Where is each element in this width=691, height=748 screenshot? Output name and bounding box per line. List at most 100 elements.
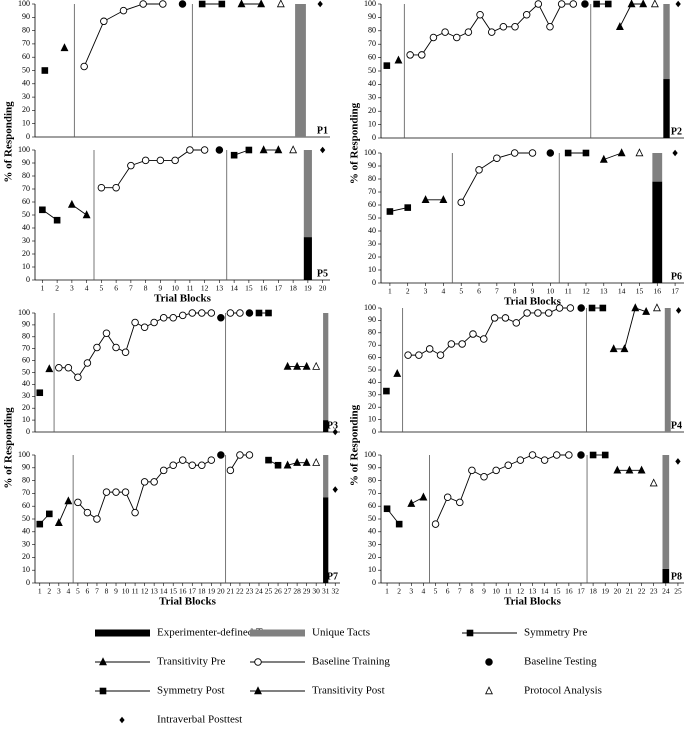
x-tick-label: 13: [216, 284, 224, 293]
legend-label: Symmetry Post: [157, 685, 225, 697]
y-tick-label: 90: [22, 463, 30, 472]
y-tick-label: 0: [26, 132, 30, 141]
marker-circle: [171, 156, 179, 165]
panel-label: P8: [671, 571, 682, 582]
x-tick-label: 22: [638, 587, 646, 596]
marker-circle: [453, 33, 461, 42]
marker-circle: [499, 23, 508, 31]
marker-triangle: [312, 457, 321, 466]
marker-circle: [207, 456, 216, 464]
bar: [662, 568, 670, 583]
x-tick-label: 8: [144, 284, 148, 293]
marker-circle: [581, 0, 589, 8]
marker-triangle: [99, 657, 107, 666]
y-tick-label: 80: [368, 328, 376, 337]
y-tick-label: 50: [368, 365, 376, 374]
bar: [662, 455, 670, 569]
panel-label: P1: [317, 125, 328, 136]
x-tick-label: 18: [198, 587, 206, 596]
x-tick-label: 23: [246, 587, 254, 596]
x-tick-label: 1: [385, 587, 389, 596]
x-tick-label: 9: [531, 287, 535, 296]
y-tick-label: 0: [372, 578, 376, 587]
y-tick-label: 60: [368, 52, 376, 61]
x-tick-label: 12: [141, 587, 149, 596]
x-tick-label: 11: [131, 587, 138, 596]
marker-square: [404, 204, 412, 211]
y-tick-label: 20: [22, 552, 30, 561]
x-tick-label: 2: [55, 284, 59, 293]
x-tick-label: 17: [577, 587, 585, 596]
marker-circle: [150, 478, 158, 486]
marker-triangle: [650, 0, 659, 8]
x-tick-label: 14: [618, 287, 626, 296]
marker-triangle: [64, 496, 73, 505]
marker-circle: [139, 0, 147, 8]
marker-triangle: [613, 465, 622, 474]
y-tick-label: 70: [22, 184, 30, 193]
y-tick-label: 10: [22, 415, 30, 424]
marker-circle: [436, 351, 445, 359]
y-tick-label: 30: [368, 239, 376, 248]
marker-circle: [236, 451, 244, 459]
y-tick-label: 80: [368, 475, 376, 484]
marker-triangle: [627, 0, 636, 8]
x-tick-label: 14: [541, 587, 549, 596]
marker-circle: [557, 0, 566, 8]
marker-triangle: [302, 457, 311, 466]
marker-circle: [456, 498, 464, 507]
marker-triangle: [631, 303, 640, 312]
x-tick-label: 12: [517, 587, 525, 596]
y-tick-label: 10: [22, 565, 30, 574]
marker-circle: [490, 314, 499, 322]
marker-circle: [217, 451, 225, 459]
y-tick-label: 10: [22, 119, 30, 128]
marker-circle: [198, 461, 206, 469]
x-tick-label: 8: [105, 587, 109, 596]
x-tick-label: 5: [100, 284, 104, 293]
marker-circle: [119, 6, 128, 15]
marker-circle: [83, 359, 92, 367]
marker-circle: [544, 309, 553, 317]
panel-label: P2: [671, 126, 682, 137]
bar: [652, 153, 663, 182]
x-tick-label: 16: [179, 587, 187, 596]
x-tick-label: 2: [397, 587, 401, 596]
marker-triangle: [419, 492, 428, 501]
x-tick-label: 28: [293, 587, 301, 596]
marker-triangle: [439, 195, 448, 204]
series-line: [619, 3, 644, 27]
x-tick-label: 4: [66, 587, 70, 596]
marker-circle: [74, 498, 82, 507]
marker-circle: [447, 340, 456, 348]
marker-triangle: [617, 148, 626, 157]
marker-triangle: [615, 22, 624, 30]
x-tick-label: 7: [495, 287, 499, 296]
x-tick-label: 13: [529, 587, 537, 596]
marker-triangle: [45, 364, 54, 373]
y-tick-label: 50: [22, 367, 30, 376]
series-line: [435, 454, 569, 525]
series-line: [58, 500, 69, 524]
marker-circle: [112, 343, 120, 352]
x-tick-label: 4: [85, 284, 89, 293]
marker-circle: [93, 515, 101, 523]
x-tick-label: 20: [319, 284, 327, 293]
marker-triangle: [407, 498, 416, 507]
y-tick-label: 40: [22, 223, 30, 232]
marker-circle: [528, 451, 537, 459]
marker-square: [588, 304, 596, 312]
marker-square: [564, 149, 572, 157]
x-tick-label: 32: [331, 587, 339, 596]
marker-circle: [441, 28, 449, 36]
y-axis-title: % of Responding: [3, 407, 15, 489]
y-tick-label: 70: [368, 340, 376, 349]
y-tick-label: 90: [368, 315, 376, 324]
bar: [663, 79, 670, 138]
marker-circle: [475, 166, 483, 174]
marker-circle: [511, 23, 519, 31]
y-tick-label: 100: [18, 0, 30, 8]
y-tick-label: 50: [22, 210, 30, 219]
bar: [323, 420, 329, 432]
panel-label: P7: [327, 571, 338, 582]
